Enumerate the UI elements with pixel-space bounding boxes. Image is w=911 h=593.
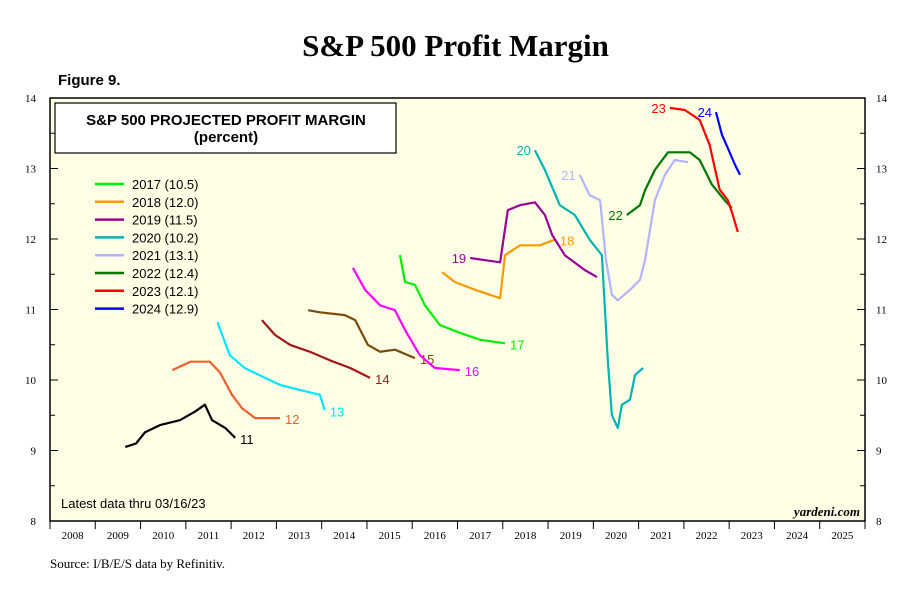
series-line-2023 xyxy=(669,106,739,233)
series-label-2012: 12 xyxy=(285,412,299,427)
page-title: S&P 500 Profit Margin xyxy=(302,28,609,63)
series-line-2016 xyxy=(351,267,460,372)
x-tick-label: 2016 xyxy=(424,530,447,542)
x-tick-label: 2011 xyxy=(198,530,220,542)
series-line-2015 xyxy=(307,309,416,360)
y-tick-label: 10 xyxy=(25,375,37,387)
y-tick-label: 14 xyxy=(25,93,37,105)
legend-entry-2022: 2022 (12.4) xyxy=(132,266,199,281)
chart-subtitle: (percent) xyxy=(194,129,258,146)
legend-entry-2023: 2023 (12.1) xyxy=(132,284,199,299)
chart-title-box xyxy=(54,102,397,154)
x-tick-label: 2017 xyxy=(469,530,492,542)
series-label-2020: 20 xyxy=(516,143,530,158)
x-tick-label: 2014 xyxy=(333,530,356,542)
series-line-2021 xyxy=(578,158,689,302)
series-label-2013: 13 xyxy=(330,404,344,419)
series-line-2017 xyxy=(398,254,506,345)
source-note: Source: I/B/E/S data by Refinitiv. xyxy=(50,556,225,571)
x-tick-label: 2010 xyxy=(152,530,175,542)
series-line-2012 xyxy=(171,360,280,420)
legend-entry-2020: 2020 (10.2) xyxy=(132,230,199,245)
series-label-2019: 19 xyxy=(452,251,466,266)
series-line-2019 xyxy=(470,201,598,279)
legend-entry-2021: 2021 (13.1) xyxy=(132,248,199,263)
x-tick-label: 2013 xyxy=(288,530,311,542)
series-label-2016: 16 xyxy=(465,364,479,379)
legend-entry-2019: 2019 (11.5) xyxy=(132,213,198,228)
latest-data-note: Latest data thru 03/16/23 xyxy=(61,496,206,511)
x-tick-label: 2018 xyxy=(514,530,537,542)
series-label-2017: 17 xyxy=(510,337,524,352)
series-label-2021: 21 xyxy=(561,168,575,183)
chart-title: S&P 500 PROJECTED PROFIT MARGIN xyxy=(86,112,366,129)
legend-entry-2024: 2024 (12.9) xyxy=(132,302,199,317)
series-line-2024 xyxy=(714,111,741,176)
watermark: yardeni.com xyxy=(792,504,860,519)
x-tick-label: 2022 xyxy=(696,530,718,542)
series-line-2013 xyxy=(216,321,326,411)
series-line-2020 xyxy=(533,149,644,429)
x-tick-label: 2008 xyxy=(62,530,85,542)
x-tick-label: 2012 xyxy=(243,530,265,542)
x-tick-label: 2020 xyxy=(605,530,628,542)
x-tick-label: 2023 xyxy=(741,530,764,542)
y-tick-label: 8 xyxy=(31,516,37,528)
series-line-2014 xyxy=(261,319,371,379)
y-tick-label: 13 xyxy=(25,164,37,176)
y-tick-label-right: 12 xyxy=(876,234,887,246)
y-tick-label-right: 8 xyxy=(876,516,882,528)
y-tick-label-right: 9 xyxy=(876,446,882,458)
x-tick-label: 2024 xyxy=(786,530,809,542)
legend-entry-2018: 2018 (12.0) xyxy=(132,195,199,210)
y-tick-label-right: 11 xyxy=(876,305,887,317)
series-label-2011: 11 xyxy=(240,432,254,447)
series-line-2022 xyxy=(626,151,733,216)
y-tick-label: 12 xyxy=(25,234,36,246)
plot-area xyxy=(49,97,866,522)
series-line-2011 xyxy=(124,403,236,449)
y-tick-label-right: 10 xyxy=(876,375,888,387)
x-tick-label: 2015 xyxy=(379,530,402,542)
series-label-2024: 24 xyxy=(698,105,712,120)
series-line-2018 xyxy=(441,238,556,300)
y-tick-label-right: 14 xyxy=(876,93,888,105)
y-tick-label-right: 13 xyxy=(876,164,888,176)
legend-entry-2017: 2017 (10.5) xyxy=(132,177,199,192)
x-tick-label: 2021 xyxy=(650,530,672,542)
y-tick-label: 11 xyxy=(25,305,36,317)
x-tick-label: 2025 xyxy=(831,530,854,542)
y-tick-label: 9 xyxy=(31,446,37,458)
figure-label: Figure 9. xyxy=(58,72,121,89)
series-label-2022: 22 xyxy=(608,208,622,223)
series-label-2018: 18 xyxy=(560,234,574,249)
series-label-2014: 14 xyxy=(375,372,389,387)
series-label-2023: 23 xyxy=(651,101,665,116)
x-tick-label: 2019 xyxy=(560,530,583,542)
x-tick-label: 2009 xyxy=(107,530,130,542)
